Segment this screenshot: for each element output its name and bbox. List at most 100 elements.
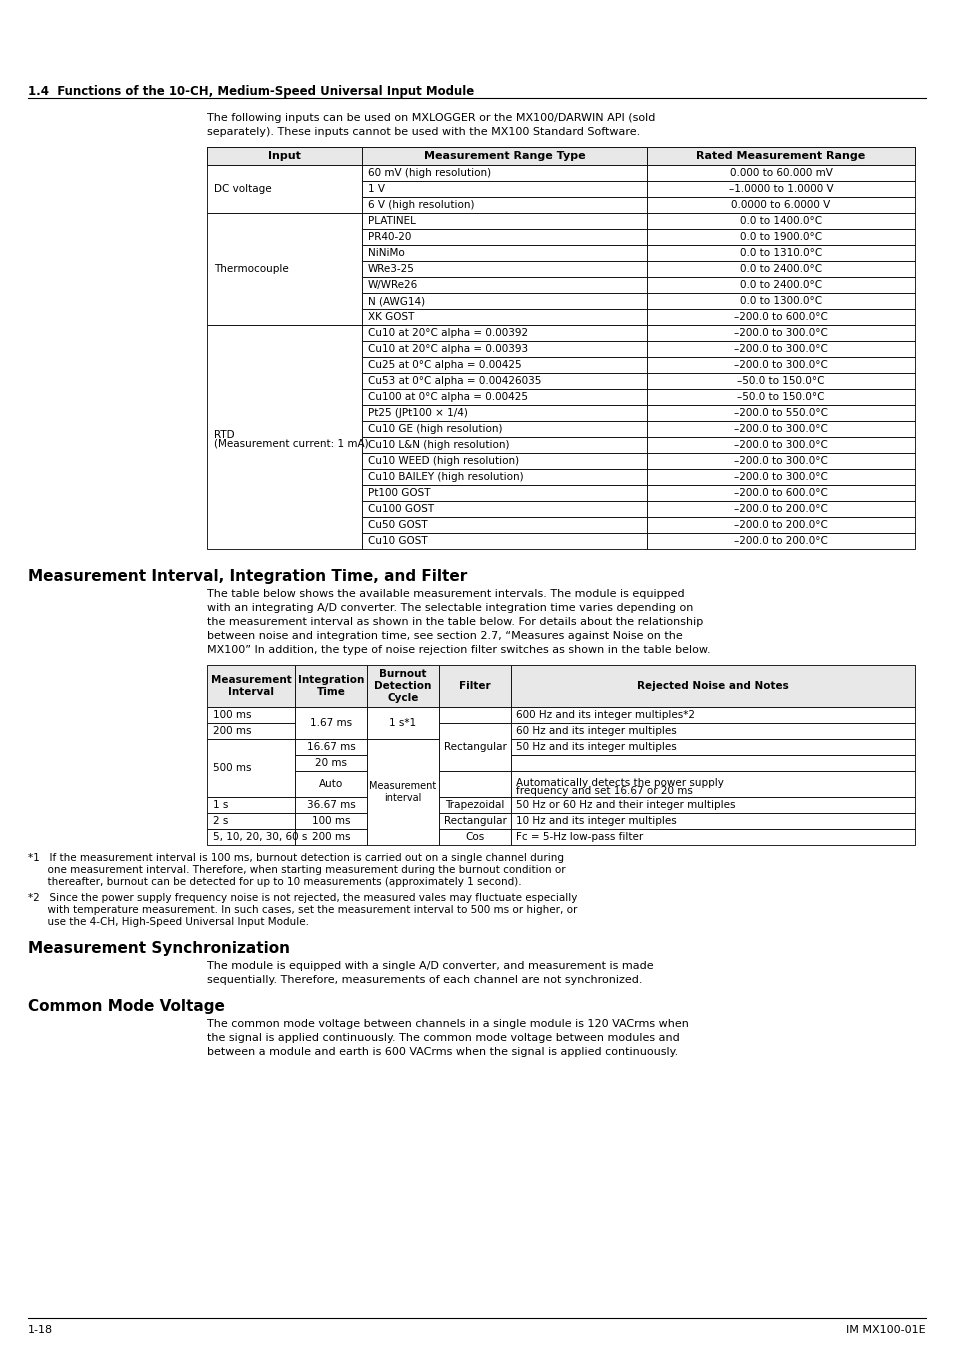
- Text: Cos: Cos: [465, 832, 484, 842]
- Text: 1-18: 1-18: [28, 1324, 53, 1335]
- Bar: [438, 796, 511, 813]
- Bar: [511, 771, 914, 796]
- Text: WRe3-25: WRe3-25: [368, 265, 415, 274]
- Bar: [646, 517, 914, 533]
- Text: Cu100 at 0°C alpha = 0.00425: Cu100 at 0°C alpha = 0.00425: [368, 392, 527, 402]
- Bar: [294, 738, 367, 755]
- Bar: [361, 342, 646, 356]
- Text: Measurement
interval: Measurement interval: [369, 782, 436, 803]
- Bar: [511, 738, 914, 755]
- Text: 0.0 to 1300.0°C: 0.0 to 1300.0°C: [740, 296, 821, 306]
- Text: Cu10 at 20°C alpha = 0.00393: Cu10 at 20°C alpha = 0.00393: [368, 344, 528, 354]
- Text: 10 Hz and its integer multiples: 10 Hz and its integer multiples: [516, 815, 676, 826]
- Text: Cu10 WEED (high resolution): Cu10 WEED (high resolution): [368, 456, 518, 466]
- Bar: [361, 437, 646, 454]
- Bar: [361, 309, 646, 325]
- Bar: [361, 533, 646, 549]
- Bar: [438, 707, 511, 724]
- Text: IM MX100-01E: IM MX100-01E: [845, 1324, 925, 1335]
- Bar: [361, 373, 646, 389]
- Text: Cu10 L&N (high resolution): Cu10 L&N (high resolution): [368, 440, 509, 450]
- Text: Rectangular: Rectangular: [443, 815, 506, 826]
- Text: –200.0 to 300.0°C: –200.0 to 300.0°C: [733, 456, 827, 466]
- Text: Cu10 GOST: Cu10 GOST: [368, 536, 427, 545]
- Bar: [646, 261, 914, 277]
- Bar: [207, 147, 361, 165]
- Bar: [207, 147, 914, 165]
- Text: The module is equipped with a single A/D converter, and measurement is made: The module is equipped with a single A/D…: [207, 961, 653, 971]
- Bar: [438, 724, 511, 771]
- Text: use the 4-CH, High-Speed Universal Input Module.: use the 4-CH, High-Speed Universal Input…: [28, 917, 309, 927]
- Text: 500 ms: 500 ms: [213, 763, 252, 774]
- Text: –200.0 to 300.0°C: –200.0 to 300.0°C: [733, 424, 827, 433]
- Text: Thermocouple: Thermocouple: [213, 265, 289, 274]
- Bar: [361, 421, 646, 437]
- Bar: [207, 813, 294, 829]
- Bar: [367, 707, 438, 738]
- Bar: [511, 707, 914, 724]
- Bar: [361, 485, 646, 501]
- Bar: [361, 230, 646, 244]
- Text: Cu100 GOST: Cu100 GOST: [368, 504, 434, 514]
- Text: –50.0 to 150.0°C: –50.0 to 150.0°C: [737, 377, 824, 386]
- Bar: [294, 707, 367, 738]
- Bar: [646, 468, 914, 485]
- Text: 1 V: 1 V: [368, 184, 385, 194]
- Bar: [646, 293, 914, 309]
- Text: 0.0 to 2400.0°C: 0.0 to 2400.0°C: [740, 265, 821, 274]
- Text: between a module and earth is 600 VACrms when the signal is applied continuously: between a module and earth is 600 VACrms…: [207, 1048, 678, 1057]
- Text: 50 Hz or 60 Hz and their integer multiples: 50 Hz or 60 Hz and their integer multipl…: [516, 801, 735, 810]
- Bar: [511, 755, 914, 771]
- Text: 100 ms: 100 ms: [213, 710, 252, 720]
- Text: 16.67 ms: 16.67 ms: [306, 743, 355, 752]
- Text: Measurement Interval, Integration Time, and Filter: Measurement Interval, Integration Time, …: [28, 568, 467, 585]
- Text: MX100” In addition, the type of noise rejection filter switches as shown in the : MX100” In addition, the type of noise re…: [207, 645, 710, 655]
- Bar: [438, 666, 511, 707]
- Text: The following inputs can be used on MXLOGGER or the MX100/DARWIN API (sold: The following inputs can be used on MXLO…: [207, 113, 655, 123]
- Bar: [294, 755, 367, 771]
- Text: –200.0 to 600.0°C: –200.0 to 600.0°C: [733, 312, 827, 323]
- Text: N (AWG14): N (AWG14): [368, 296, 425, 306]
- Text: 0.0 to 1310.0°C: 0.0 to 1310.0°C: [740, 248, 821, 258]
- Text: DC voltage: DC voltage: [213, 184, 272, 194]
- Text: 6 V (high resolution): 6 V (high resolution): [368, 200, 474, 211]
- Text: Filter: Filter: [458, 680, 490, 691]
- Text: NiNiMo: NiNiMo: [368, 248, 404, 258]
- Bar: [511, 666, 914, 707]
- Text: 1.67 ms: 1.67 ms: [310, 718, 352, 728]
- Text: one measurement interval. Therefore, when starting measurement during the burnou: one measurement interval. Therefore, whe…: [28, 865, 565, 875]
- Bar: [646, 405, 914, 421]
- Text: –200.0 to 300.0°C: –200.0 to 300.0°C: [733, 344, 827, 354]
- Text: –200.0 to 300.0°C: –200.0 to 300.0°C: [733, 328, 827, 338]
- Text: 100 ms: 100 ms: [312, 815, 350, 826]
- Text: Common Mode Voltage: Common Mode Voltage: [28, 999, 225, 1014]
- Text: –200.0 to 600.0°C: –200.0 to 600.0°C: [733, 487, 827, 498]
- Text: 200 ms: 200 ms: [312, 832, 350, 842]
- Text: Cu10 BAILEY (high resolution): Cu10 BAILEY (high resolution): [368, 472, 523, 482]
- Text: Rejected Noise and Notes: Rejected Noise and Notes: [637, 680, 788, 691]
- Bar: [646, 230, 914, 244]
- Bar: [646, 147, 914, 165]
- Bar: [361, 325, 646, 342]
- Text: 20 ms: 20 ms: [314, 757, 347, 768]
- Bar: [294, 796, 367, 813]
- Bar: [294, 813, 367, 829]
- Text: Cu10 at 20°C alpha = 0.00392: Cu10 at 20°C alpha = 0.00392: [368, 328, 528, 338]
- Text: The common mode voltage between channels in a single module is 120 VACrms when: The common mode voltage between channels…: [207, 1019, 688, 1029]
- Bar: [361, 501, 646, 517]
- Text: 1 s: 1 s: [213, 801, 228, 810]
- Bar: [367, 666, 438, 707]
- Text: 1 s*1: 1 s*1: [389, 718, 416, 728]
- Text: –200.0 to 200.0°C: –200.0 to 200.0°C: [733, 536, 827, 545]
- Text: –200.0 to 300.0°C: –200.0 to 300.0°C: [733, 360, 827, 370]
- Text: W/WRe26: W/WRe26: [368, 279, 417, 290]
- Bar: [361, 356, 646, 373]
- Text: XK GOST: XK GOST: [368, 312, 414, 323]
- Bar: [361, 181, 646, 197]
- Bar: [361, 197, 646, 213]
- Bar: [511, 829, 914, 845]
- Bar: [438, 813, 511, 829]
- Text: with an integrating A/D converter. The selectable integration time varies depend: with an integrating A/D converter. The s…: [207, 603, 693, 613]
- Bar: [646, 437, 914, 454]
- Text: 36.67 ms: 36.67 ms: [306, 801, 355, 810]
